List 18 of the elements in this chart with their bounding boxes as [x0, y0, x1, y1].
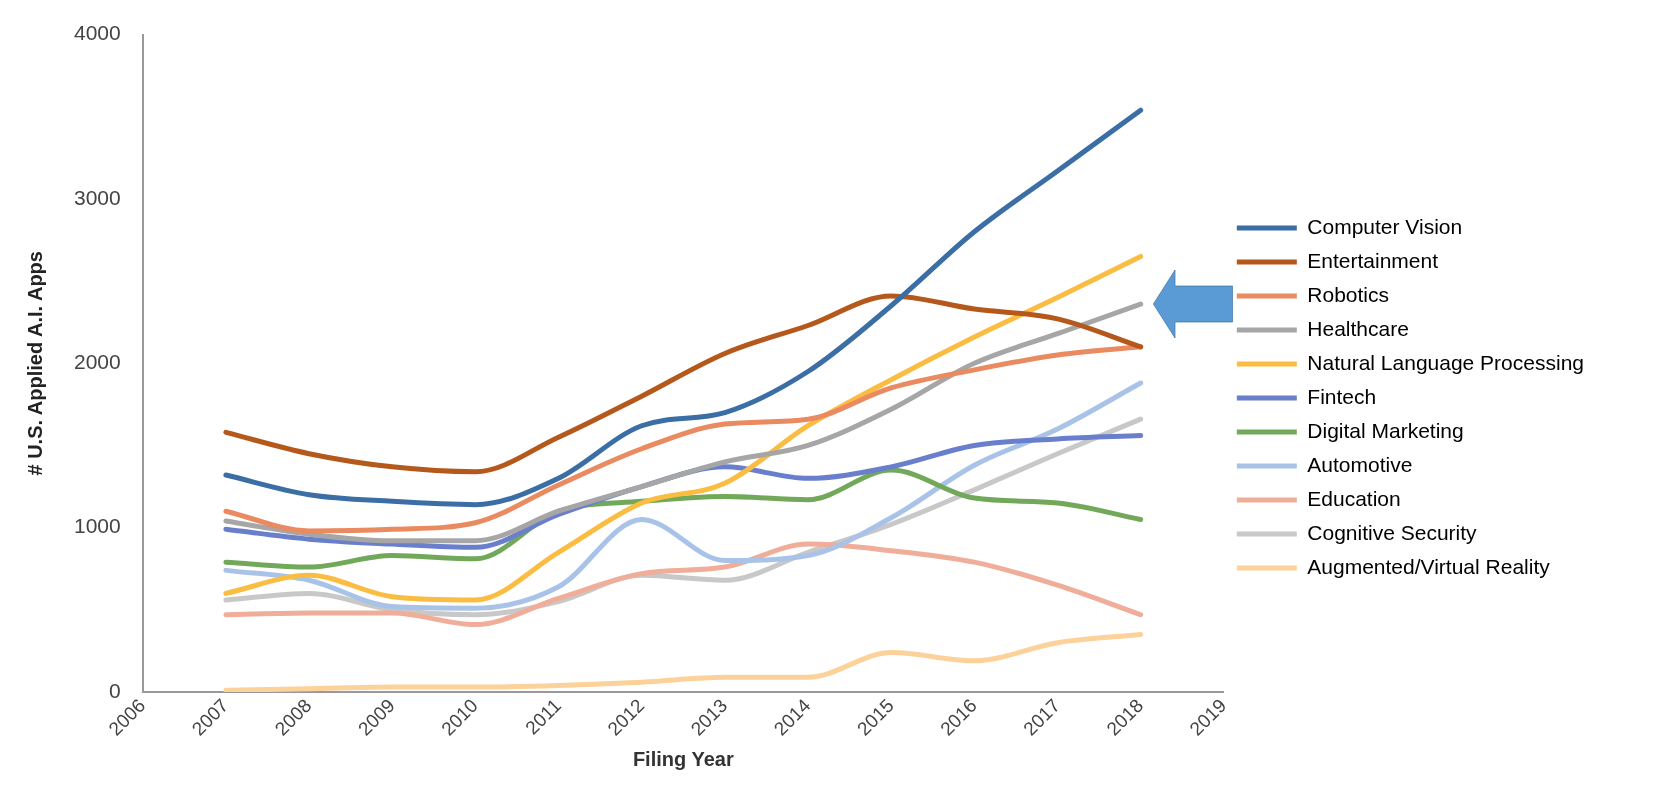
legend-label: Augmented/Virtual Reality	[1307, 554, 1551, 578]
legend-label: Healthcare	[1307, 316, 1409, 340]
x-axis-title: Filing Year	[632, 747, 734, 770]
legend-label: Computer Vision	[1307, 214, 1463, 238]
legend-label: Automotive	[1307, 452, 1413, 476]
legend-label: Digital Marketing	[1307, 418, 1464, 442]
legend-label: Cognitive Security	[1307, 520, 1478, 544]
legend-label: Fintech	[1307, 384, 1377, 408]
y-tick-label: 4000	[74, 21, 121, 45]
y-axis-title: # U.S. Applied A.I. Apps	[23, 251, 46, 476]
legend-label: Robotics	[1307, 282, 1390, 306]
y-tick-label: 1000	[74, 514, 121, 538]
y-tick-label: 2000	[74, 350, 121, 374]
y-tick-label: 0	[109, 678, 121, 702]
legend-label: Natural Language Processing	[1307, 350, 1585, 374]
legend-label: Entertainment	[1307, 248, 1439, 272]
legend-label: Education	[1307, 486, 1401, 510]
y-tick-label: 3000	[74, 185, 121, 209]
